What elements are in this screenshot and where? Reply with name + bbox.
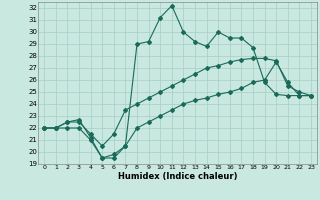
X-axis label: Humidex (Indice chaleur): Humidex (Indice chaleur) (118, 172, 237, 181)
